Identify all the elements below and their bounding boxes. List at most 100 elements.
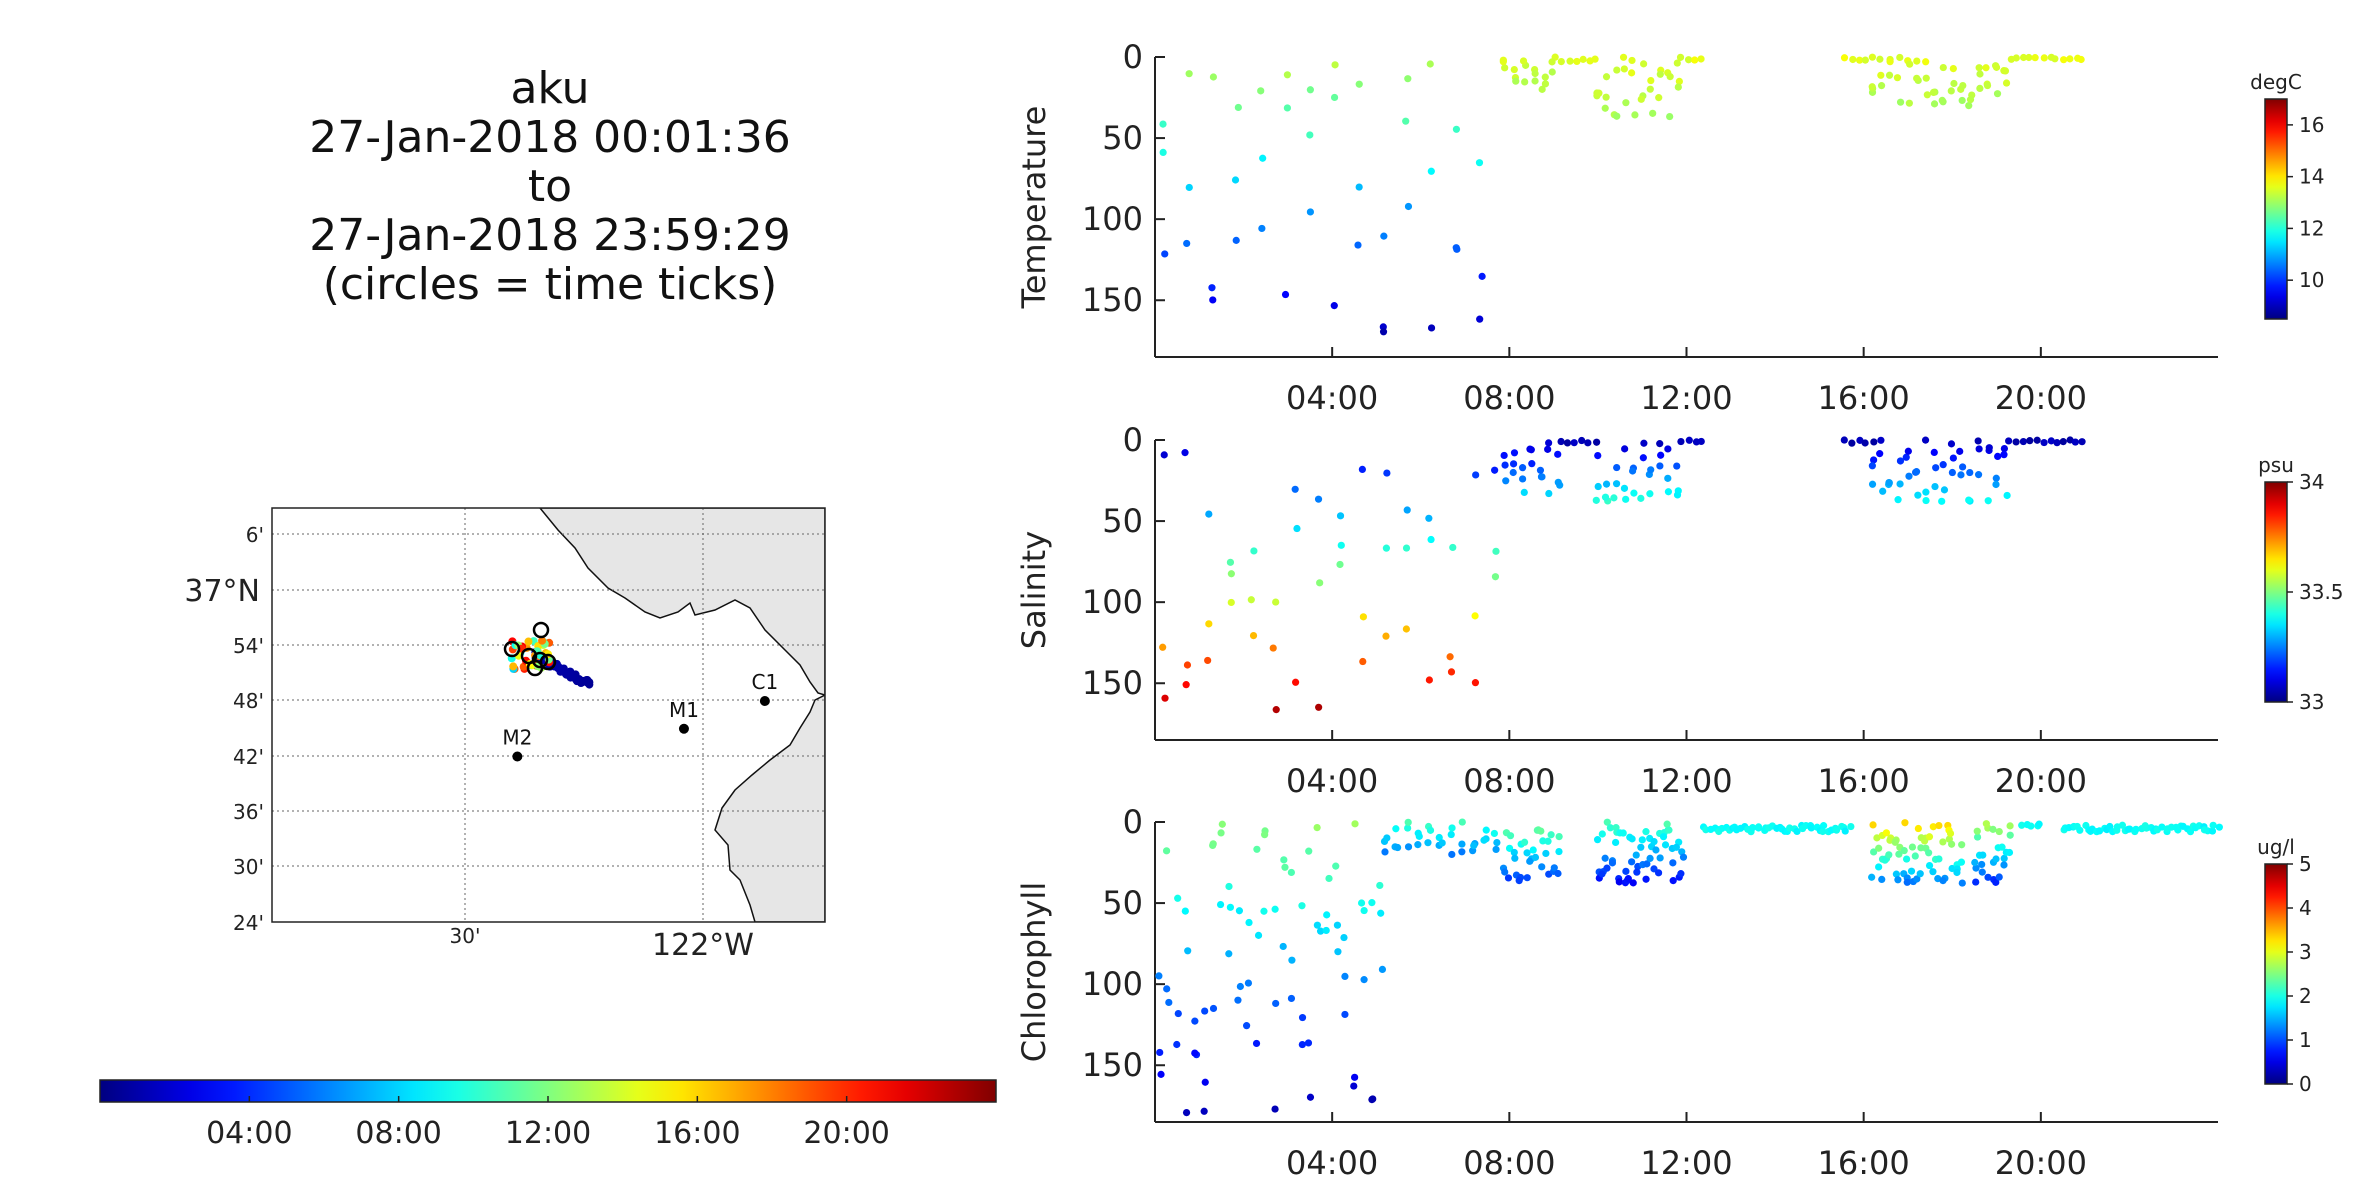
data-point <box>1992 480 2000 489</box>
colorbar <box>2264 98 2288 320</box>
data-point <box>1181 907 1189 915</box>
data-point <box>1293 524 1301 533</box>
lon-tick-label: 30' <box>450 924 481 948</box>
data-point <box>2000 444 2008 453</box>
data-point <box>1536 466 1545 474</box>
data-point <box>1542 849 1550 858</box>
data-point <box>1640 60 1648 68</box>
data-point <box>1355 183 1363 191</box>
data-point <box>1330 93 1339 102</box>
data-point <box>2002 79 2011 87</box>
data-point <box>1978 868 1986 876</box>
data-point <box>1383 469 1391 477</box>
station-label: M1 <box>669 698 699 722</box>
data-point <box>1322 926 1330 935</box>
y-tick-label: 150 <box>1082 1046 1143 1084</box>
data-point <box>1579 55 1587 63</box>
data-point <box>1615 878 1623 886</box>
data-point <box>2005 437 2013 445</box>
data-point <box>2040 438 2048 447</box>
data-point <box>1948 468 1956 477</box>
data-point <box>1958 96 1966 105</box>
data-point <box>1870 456 1878 464</box>
data-point <box>1637 843 1645 851</box>
data-point <box>1482 826 1490 834</box>
x-tick-label: 12:00 <box>1640 1144 1732 1181</box>
data-point <box>1480 836 1488 844</box>
data-point <box>1527 446 1535 454</box>
data-point <box>1619 829 1627 837</box>
data-point <box>1351 1073 1359 1081</box>
data-point <box>1254 931 1263 939</box>
lat-tick-label: 42' <box>233 745 264 769</box>
data-point <box>1404 202 1413 211</box>
x-tick-label: 16:00 <box>1818 762 1910 800</box>
data-point <box>1545 489 1553 498</box>
data-point <box>1424 839 1432 847</box>
data-point <box>1292 678 1300 686</box>
colorbar-tick-label: 5 <box>2299 852 2312 876</box>
data-point <box>1191 1017 1199 1025</box>
data-point <box>1594 452 1602 460</box>
panel-temperature: 0 50 100 150 04:00 08:00 12:00 16:00 20:00 Temper… <box>1015 38 2324 417</box>
data-point <box>1452 125 1461 133</box>
data-point <box>1973 827 1981 835</box>
data-point <box>1675 77 1683 85</box>
data-point <box>1226 903 1235 911</box>
data-point <box>1287 994 1296 1003</box>
data-point <box>1628 467 1637 475</box>
colorbar-tick-label: 33.5 <box>2299 580 2344 604</box>
data-point <box>1156 1048 1164 1057</box>
y-tick-label: 0 <box>1123 803 1143 841</box>
data-point <box>1697 55 1705 63</box>
data-point <box>2026 437 2034 445</box>
data-point <box>1447 668 1456 676</box>
colorbar-unit: ug/l <box>2257 835 2295 859</box>
data-point <box>1633 868 1641 876</box>
data-point <box>1402 544 1411 552</box>
data-points <box>1159 436 2086 714</box>
data-point <box>1332 862 1340 870</box>
data-point <box>1885 851 1893 859</box>
data-point <box>2000 861 2008 869</box>
data-point <box>1870 848 1878 856</box>
time-tick-circle <box>503 640 521 658</box>
data-point <box>1435 833 1443 842</box>
data-point <box>1306 86 1314 94</box>
data-point <box>1650 838 1658 846</box>
data-point <box>1334 948 1342 956</box>
data-point <box>1227 598 1235 607</box>
data-point <box>1548 58 1556 66</box>
data-point <box>1673 59 1681 67</box>
data-point <box>1475 159 1484 167</box>
data-point <box>1272 706 1280 714</box>
data-point <box>1359 657 1367 666</box>
y-tick-label: 100 <box>1082 583 1143 621</box>
data-point <box>1376 881 1384 890</box>
data-point <box>1976 84 1984 93</box>
data-point <box>2208 827 2217 835</box>
data-point <box>2047 437 2055 445</box>
data-point <box>1935 855 1943 863</box>
data-point <box>1613 463 1621 472</box>
data-point <box>1547 831 1555 839</box>
data-point <box>1975 445 1983 453</box>
track-map: 6' 37°N 54' 48' 42' 36' 30' 24' 30' 122°W M1 M2 C1 <box>184 507 826 963</box>
time-colorbar-tick-label: 12:00 <box>505 1116 591 1151</box>
data-point <box>1655 94 1663 102</box>
data-point <box>1591 55 1599 63</box>
data-point <box>1283 104 1291 112</box>
data-point <box>1984 497 1992 505</box>
coastline <box>539 508 825 922</box>
data-point <box>2000 854 2008 863</box>
data-point <box>1209 73 1218 81</box>
data-point <box>1935 821 1943 830</box>
data-point <box>1333 921 1342 929</box>
data-point <box>1673 462 1681 470</box>
data-point <box>1510 848 1518 857</box>
data-point <box>1869 821 1877 829</box>
data-point <box>1598 830 1606 838</box>
data-point <box>1647 466 1655 474</box>
data-point <box>1629 879 1637 887</box>
